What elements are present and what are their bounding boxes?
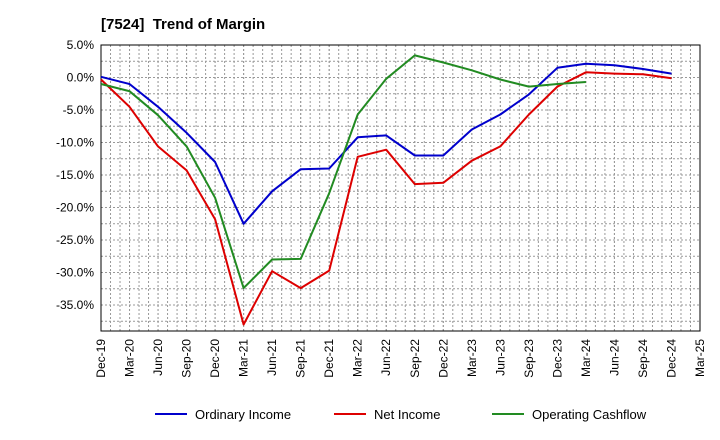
x-tick-label: Dec-20 <box>208 339 222 378</box>
x-tick-label: Jun-20 <box>151 339 165 376</box>
legend-swatch <box>334 413 366 415</box>
grid-lines <box>101 44 701 331</box>
y-tick-label: -35.0% <box>56 298 94 312</box>
chart-legend: Ordinary Income Net Income Operating Cashf… <box>0 402 720 426</box>
y-tick-label: -15.0% <box>56 168 94 182</box>
x-tick-label: Sep-23 <box>522 339 536 378</box>
x-tick-label: Dec-24 <box>664 339 678 378</box>
x-tick-label: Mar-25 <box>693 339 707 377</box>
legend-item-operating-cashflow: Operating Cashflow <box>492 402 646 426</box>
x-tick-label: Dec-22 <box>436 339 450 378</box>
legend-swatch <box>155 413 187 415</box>
x-tick-label: Sep-21 <box>294 339 308 378</box>
x-tick-label: Sep-22 <box>408 339 422 378</box>
x-tick-label: Dec-23 <box>550 339 564 378</box>
x-tick-label: Mar-22 <box>351 339 365 377</box>
legend-label: Operating Cashflow <box>532 406 647 422</box>
y-tick-label: -5.0% <box>63 103 95 117</box>
axes <box>100 44 701 332</box>
x-tick-label: Jun-21 <box>265 339 279 376</box>
y-tick-label: -10.0% <box>56 136 94 150</box>
y-tick-label: 5.0% <box>67 38 95 52</box>
legend-item-ordinary-income: Ordinary Income <box>155 402 291 426</box>
y-tick-label: -20.0% <box>56 201 94 215</box>
y-tick-label: 0.0% <box>67 71 95 85</box>
x-tick-label: Mar-20 <box>123 339 137 377</box>
x-tick-label: Dec-21 <box>322 339 336 378</box>
x-tick-label: Sep-24 <box>636 339 650 378</box>
y-tick-label: -25.0% <box>56 233 94 247</box>
x-axis-ticks: Dec-19 Mar-20 Jun-20 Sep-20 Dec-20 Mar-21 Jun-… <box>94 339 707 378</box>
x-tick-label: Mar-24 <box>579 339 593 377</box>
x-tick-label: Jun-23 <box>493 339 507 376</box>
x-tick-label: Dec-19 <box>94 339 108 378</box>
plot-border <box>100 44 701 332</box>
x-tick-label: Mar-23 <box>465 339 479 377</box>
x-tick-label: Mar-21 <box>237 339 251 377</box>
x-tick-label: Sep-20 <box>180 339 194 378</box>
series-lines <box>100 54 672 326</box>
chart-title: [7524] Trend of Margin <box>101 16 266 33</box>
legend-item-net-income: Net Income <box>334 402 440 426</box>
y-axis-ticks: 5.0% 0.0% -5.0% -10.0% -15.0% -20.0% -25.0% -30… <box>56 38 94 312</box>
legend-label: Net Income <box>374 406 441 422</box>
x-tick-label: Jun-24 <box>607 339 621 376</box>
ordinary-income-line <box>100 62 672 225</box>
y-tick-label: -30.0% <box>56 266 94 280</box>
legend-label: Ordinary Income <box>195 406 292 422</box>
operating-cashflow-line <box>100 54 586 290</box>
net-income-line <box>100 71 672 326</box>
x-tick-label: Jun-22 <box>379 339 393 376</box>
legend-swatch <box>492 413 524 415</box>
